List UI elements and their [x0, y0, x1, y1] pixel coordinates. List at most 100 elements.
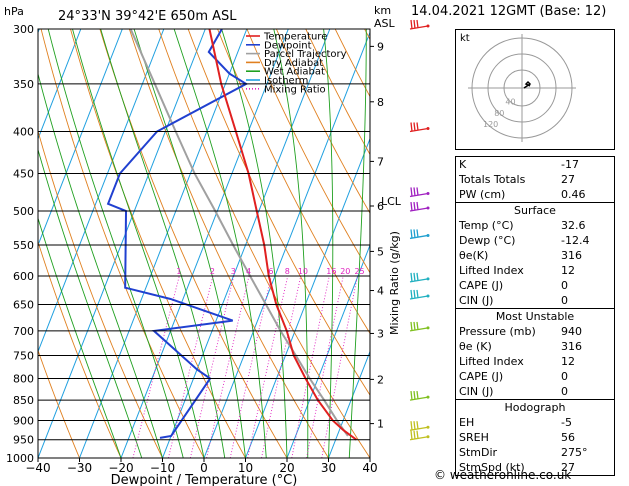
unstable-value: 0: [561, 385, 568, 398]
wet-adiabat-line: [348, 29, 367, 458]
pressure-tick-label: 650: [13, 299, 34, 312]
unstable-label: θe (K): [459, 340, 492, 353]
hodograph-ring-label: 80: [494, 109, 504, 118]
surface-title: Surface: [514, 204, 556, 217]
pressure-tick-label: 700: [13, 325, 34, 338]
unstable-value: 12: [561, 355, 575, 368]
hpa-label: hPa: [4, 5, 24, 18]
mixing-ratio-line: [206, 275, 250, 458]
surface-value: 316: [561, 249, 582, 262]
unstable-row: θe (K) 316: [456, 339, 614, 354]
km-tick-label: 2: [377, 373, 384, 386]
legend-label: Wet Adiabat: [264, 67, 325, 78]
unstable-row: Lifted Index 12: [456, 354, 614, 369]
indices-panel: K -17 Totals Totals 27 PW (cm) 0.46 Surface T…: [455, 156, 615, 476]
pressure-tick-label: 300: [13, 23, 34, 36]
surface-row: Dewp (°C) -12.4: [456, 233, 614, 248]
surface-label: CIN (J): [459, 294, 494, 307]
dry-adiabat-line: [38, 129, 163, 458]
isotherm-line: [162, 29, 331, 458]
index-row: Totals Totals 27: [456, 172, 614, 187]
copyright[interactable]: © weatheronline.co.uk: [434, 468, 572, 482]
hodo-stat-label: StmSpd (kt): [459, 461, 525, 474]
surface-value: 0: [561, 294, 568, 307]
mixing-ratio-label: 4: [246, 267, 251, 276]
hodo-stat-label: EH: [459, 416, 475, 429]
km-tick-label: 6: [377, 200, 384, 213]
hodo-stat-label: SREH: [459, 431, 489, 444]
wind-barb: [409, 122, 430, 133]
surface-row: CAPE (J) 0: [456, 278, 614, 293]
pressure-tick-label: 450: [13, 167, 34, 180]
surface-label: CAPE (J): [459, 279, 504, 292]
pressure-tick-label: 350: [13, 78, 34, 91]
mixing-ratio-label: 1: [176, 267, 181, 276]
mixing-ratio-label: 6: [268, 267, 273, 276]
unstable-row: CAPE (J) 0: [456, 369, 614, 384]
legend-label: Parcel Trajectory: [264, 49, 347, 60]
wet-adiabat-line: [38, 72, 163, 458]
pressure-tick-label: 600: [13, 270, 34, 283]
index-value: -17: [561, 158, 579, 171]
pressure-tick-label: 1000: [6, 452, 34, 465]
legend-label: Mixing Ratio: [264, 84, 326, 95]
isotherm-line: [38, 29, 165, 353]
mixing-ratio-label: 16: [326, 267, 336, 276]
x-tick-label: −30: [67, 461, 92, 475]
dry-adiabat-line: [305, 29, 370, 156]
km-tick-label: 3: [377, 327, 384, 340]
hodograph-ring-label: 40: [505, 98, 515, 107]
surface-value: 12: [561, 264, 575, 277]
hodo-stat-row: StmDir 275°: [456, 445, 614, 460]
parcel-trajectory-line: [129, 29, 349, 437]
surface-row: Temp (°C) 32.6: [456, 218, 614, 233]
km-tick-label: 1: [377, 418, 384, 431]
index-label: K: [459, 158, 467, 171]
dewpoint-line: [106, 29, 249, 439]
isotherm-line: [38, 29, 82, 141]
hodograph-trace: [523, 80, 532, 89]
wind-barb: [409, 391, 430, 401]
location-title: 24°33'N 39°42'E 650m ASL: [58, 9, 237, 24]
wind-barb: [409, 201, 430, 212]
isotherm-line: [203, 30, 370, 458]
wind-barb: [409, 187, 430, 198]
unstable-label: Lifted Index: [459, 355, 524, 368]
surface-value: 32.6: [561, 219, 586, 232]
mixing-ratio-line: [291, 275, 330, 458]
index-label: PW (cm): [459, 188, 506, 201]
x-tick-label: 30: [321, 461, 336, 475]
legend-label: Isotherm: [264, 76, 308, 87]
unstable-label: CIN (J): [459, 385, 494, 398]
hodo-stat-row: SREH 56: [456, 430, 614, 445]
km-tick-label: 9: [377, 40, 384, 53]
km-label: km: [374, 4, 391, 17]
km-tick-label: 4: [377, 285, 384, 298]
pressure-tick-label: 500: [13, 205, 34, 218]
unstable-row: Pressure (mb) 940: [456, 324, 614, 339]
pressure-tick-label: 750: [13, 349, 34, 362]
km-tick-label: 7: [377, 155, 384, 168]
surface-section: Surface Temp (°C) 32.6 Dewp (°C) -12.4 θe(K)…: [456, 202, 614, 308]
hodograph-panel: kt 40 80 120: [455, 29, 615, 150]
pressure-tick-label: 850: [13, 394, 34, 407]
wind-barb: [409, 272, 430, 283]
index-row: K -17: [456, 157, 614, 172]
wind-barb: [409, 19, 430, 30]
hodo-stat-value: 275°: [561, 446, 588, 459]
pressure-tick-label: 800: [13, 372, 34, 385]
hodo-stat-value: 56: [561, 431, 575, 444]
unstable-value: 940: [561, 325, 582, 338]
mixing-ratio-label: 20: [340, 267, 350, 276]
isotherm-line: [38, 29, 206, 458]
surface-value: 0: [561, 279, 568, 292]
wind-barb: [409, 430, 430, 441]
surface-label: Lifted Index: [459, 264, 524, 277]
km-tick-label: 5: [377, 245, 384, 258]
unstable-section: Most Unstable Pressure (mb) 940 θe (K) 316 L…: [456, 308, 614, 399]
mixing-ratio-axis-label: Mixing Ratio (g/kg): [388, 231, 401, 335]
unstable-title: Most Unstable: [495, 310, 575, 323]
legend-label: Dry Adiabat: [264, 58, 323, 69]
